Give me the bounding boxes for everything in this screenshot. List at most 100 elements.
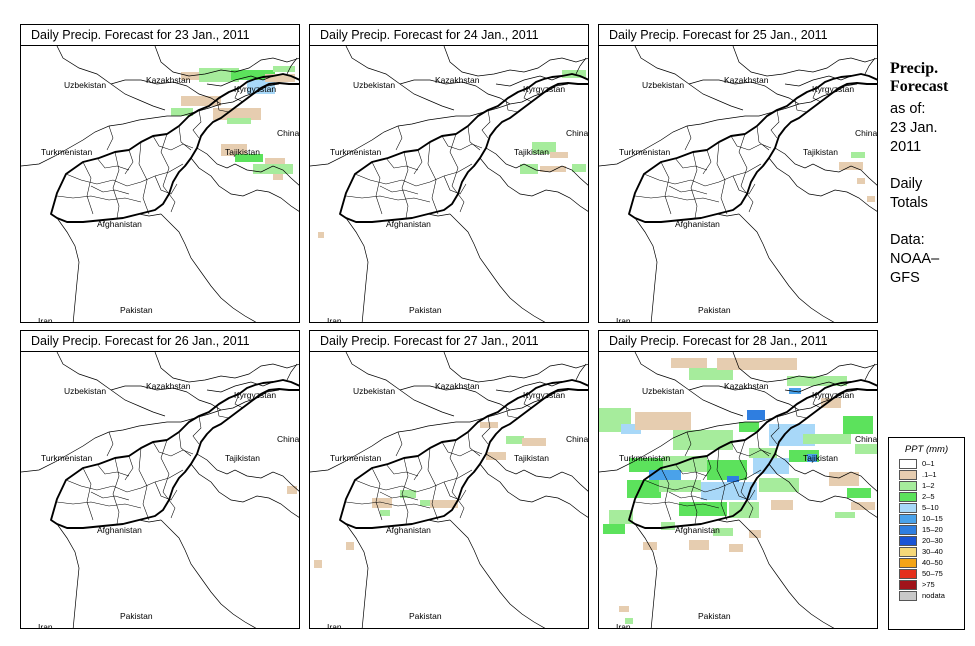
precip-cell bbox=[689, 364, 695, 368]
precip-cell bbox=[187, 96, 193, 102]
precip-cell bbox=[719, 528, 725, 534]
precip-cell bbox=[679, 448, 685, 450]
precip-cell bbox=[635, 424, 641, 430]
precip-cell bbox=[615, 516, 621, 522]
province-border bbox=[716, 447, 728, 521]
country-border bbox=[206, 75, 274, 87]
precip-cell bbox=[205, 74, 211, 80]
precip-cell bbox=[731, 494, 737, 500]
precip-cell bbox=[627, 510, 633, 516]
precip-cell bbox=[703, 442, 709, 448]
legend-label: 30–40 bbox=[922, 547, 943, 556]
precip-cell bbox=[751, 422, 757, 428]
precip-cell bbox=[199, 96, 205, 102]
precip-cell bbox=[689, 424, 691, 430]
precip-cell bbox=[247, 80, 253, 86]
forecast-map bbox=[21, 46, 299, 322]
province-border bbox=[413, 455, 423, 481]
precip-cell bbox=[719, 466, 725, 472]
info-data-line1: Data: bbox=[890, 232, 925, 248]
province-border bbox=[505, 99, 519, 113]
precip-cell bbox=[655, 470, 661, 476]
precip-cell bbox=[873, 196, 875, 202]
precip-cell bbox=[629, 464, 635, 470]
precip-cell bbox=[857, 152, 863, 158]
precip-cell bbox=[227, 118, 233, 124]
precip-cell bbox=[709, 508, 715, 514]
precip-cell bbox=[719, 472, 725, 478]
precip-cell bbox=[857, 162, 863, 168]
precip-cell bbox=[217, 74, 223, 80]
precip-cell bbox=[787, 436, 793, 442]
country-label-pakistan: Pakistan bbox=[698, 611, 731, 621]
precip-cell bbox=[685, 448, 691, 450]
country-border bbox=[764, 389, 858, 411]
precip-cell bbox=[649, 476, 655, 480]
precip-cell bbox=[277, 170, 283, 174]
precip-cell bbox=[673, 448, 679, 450]
precip-cell bbox=[679, 470, 681, 476]
precip-cell bbox=[853, 484, 859, 486]
country-label-pakistan: Pakistan bbox=[409, 611, 442, 621]
legend-label: 10–15 bbox=[922, 514, 943, 523]
precip-cell bbox=[789, 358, 795, 364]
precip-cell bbox=[677, 424, 683, 430]
country-border bbox=[475, 83, 569, 105]
precip-cell bbox=[522, 444, 528, 446]
precip-cell bbox=[406, 490, 412, 496]
province-border bbox=[345, 195, 431, 203]
precip-cell bbox=[865, 488, 871, 494]
province-border bbox=[178, 125, 192, 151]
precip-cell bbox=[741, 358, 747, 364]
precip-cell bbox=[558, 166, 564, 172]
precip-cell bbox=[243, 76, 249, 80]
info-heading-line1: Precip. bbox=[890, 60, 939, 77]
precip-cell bbox=[725, 472, 731, 478]
precip-cell bbox=[520, 164, 526, 170]
precip-cell bbox=[835, 484, 841, 486]
precip-cell bbox=[869, 508, 875, 510]
precip-cell bbox=[847, 488, 853, 494]
country-border bbox=[449, 519, 546, 628]
precip-cell bbox=[599, 414, 605, 420]
precip-overlay bbox=[318, 70, 586, 238]
precip-cell bbox=[759, 410, 765, 416]
province-border bbox=[379, 491, 419, 501]
precip-cell bbox=[679, 442, 685, 448]
precip-cell bbox=[259, 164, 265, 170]
precip-cell bbox=[873, 450, 877, 454]
precip-cell bbox=[765, 470, 771, 474]
precip-cell bbox=[633, 480, 639, 486]
precip-cell bbox=[605, 414, 611, 420]
precip-cell bbox=[253, 92, 259, 94]
province-border bbox=[178, 431, 192, 457]
precip-cell bbox=[721, 448, 727, 450]
precip-cell bbox=[550, 142, 556, 148]
precip-cell bbox=[749, 488, 755, 494]
precip-cell bbox=[703, 508, 709, 514]
precip-cell bbox=[528, 438, 534, 444]
precip-cell bbox=[843, 422, 849, 428]
precip-cell bbox=[821, 398, 827, 404]
precip-cell bbox=[839, 434, 845, 440]
precip-cell bbox=[765, 490, 771, 492]
precip-cell bbox=[679, 436, 685, 442]
province-border bbox=[90, 491, 130, 501]
precip-cell bbox=[701, 494, 707, 500]
precip-cell bbox=[821, 440, 827, 444]
province-border bbox=[427, 447, 439, 521]
precip-cell bbox=[671, 412, 677, 418]
precip-cell bbox=[605, 408, 611, 414]
precip-cell bbox=[843, 416, 849, 422]
precip-cell bbox=[793, 442, 799, 446]
precip-cell bbox=[486, 458, 492, 460]
precip-cell bbox=[615, 510, 621, 516]
precip-cell bbox=[777, 490, 783, 492]
province-border bbox=[192, 415, 202, 445]
country-label-china: China bbox=[855, 434, 878, 444]
precip-cell bbox=[320, 560, 322, 566]
precip-cell bbox=[627, 430, 633, 434]
precip-cell bbox=[725, 460, 731, 466]
precip-cell bbox=[755, 454, 761, 458]
precip-cell bbox=[715, 508, 721, 514]
